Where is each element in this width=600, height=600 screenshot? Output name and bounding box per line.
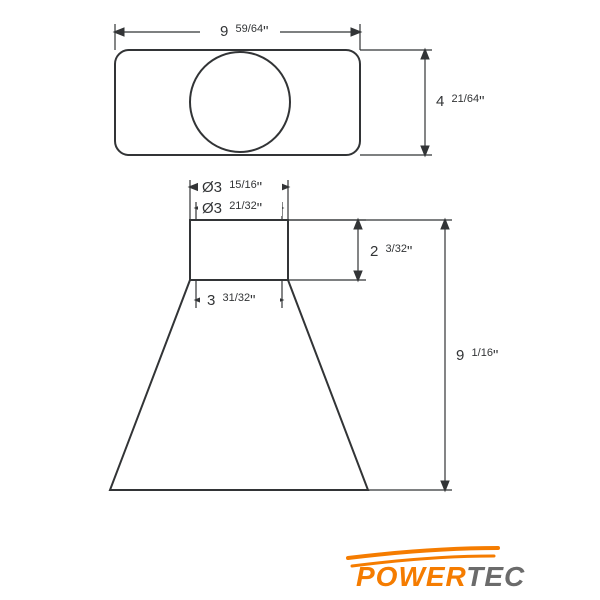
dim-neck-height: 2 3/32" xyxy=(288,220,412,280)
powertec-logo: POWERTEC xyxy=(348,548,525,592)
neck-outline xyxy=(190,220,288,280)
engineering-drawing: 9 59/64" 4 21/64" Ø3 xyxy=(0,0,600,600)
side-view: Ø3 15/16" Ø3 21/32" 3 31/32" xyxy=(110,177,498,490)
top-view: 9 59/64" 4 21/64" xyxy=(115,20,484,155)
hood-outline xyxy=(110,280,368,490)
dim-height-label: 4 21/64" xyxy=(436,93,484,110)
logo-text-2: TEC xyxy=(466,561,525,592)
duct-circle xyxy=(190,52,290,152)
logo-text-1: POWER xyxy=(356,561,467,592)
flange-rect xyxy=(115,50,360,155)
dim-total-h-label: 9 1/16" xyxy=(456,347,498,364)
dim-width: 9 59/64" xyxy=(115,20,360,50)
dim-id: Ø3 21/32" xyxy=(196,198,282,220)
dim-height: 4 21/64" xyxy=(360,50,484,155)
dim-neck-width: 3 31/32" xyxy=(196,280,282,309)
dim-neck-h-label: 2 3/32" xyxy=(370,243,412,260)
dim-total-height: 9 1/16" xyxy=(288,220,498,490)
svg-text:POWERTEC: POWERTEC xyxy=(356,561,525,592)
